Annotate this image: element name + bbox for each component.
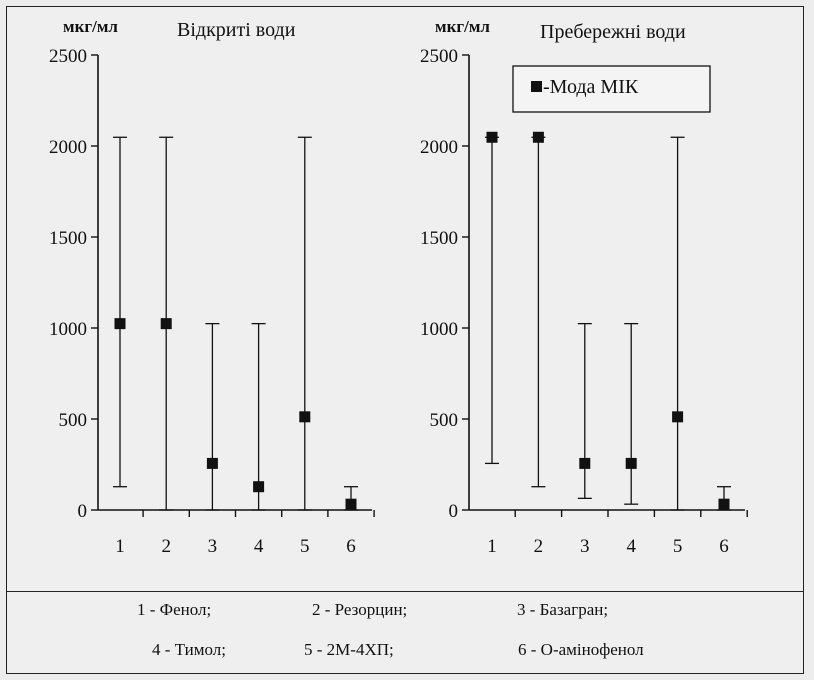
legend-item-5: 5 - 2М-4ХП; bbox=[304, 640, 394, 659]
legend-box bbox=[512, 65, 711, 113]
mode-marker bbox=[672, 411, 684, 423]
chart-title: Відкриті води bbox=[177, 19, 296, 41]
y-tick-label: 1500 bbox=[49, 228, 87, 249]
legend-item-6: 6 - О-амінофенол bbox=[518, 640, 644, 659]
mode-marker bbox=[486, 131, 498, 143]
chart-panel-1 bbox=[91, 54, 375, 517]
y-tick-label: 2500 bbox=[420, 46, 458, 67]
y-tick-label: 1500 bbox=[420, 228, 458, 249]
y-tick-label: 0 bbox=[449, 501, 459, 522]
chart-panel-2 bbox=[462, 54, 748, 517]
chart-title: Пребережні води bbox=[540, 21, 686, 43]
y-tick-label: 1000 bbox=[420, 319, 458, 340]
mode-marker bbox=[718, 498, 730, 510]
mode-marker bbox=[160, 318, 172, 330]
mode-marker bbox=[253, 481, 265, 493]
legend-divider bbox=[6, 591, 804, 592]
mode-marker bbox=[532, 131, 544, 143]
legend-item-4: 4 - Тимол; bbox=[152, 640, 226, 659]
mode-marker bbox=[625, 457, 637, 469]
y-tick-label: 500 bbox=[59, 410, 88, 431]
y-unit-label: мкг/мл bbox=[63, 17, 118, 36]
x-tick-label: 5 bbox=[673, 536, 683, 557]
legend-label: -Мода МІК bbox=[543, 76, 639, 98]
y-tick-label: 1000 bbox=[49, 319, 87, 340]
x-tick-label: 3 bbox=[580, 536, 590, 557]
mode-marker bbox=[345, 498, 357, 510]
chart-legend: -Мода МІК bbox=[512, 65, 711, 113]
x-tick-label: 3 bbox=[208, 536, 218, 557]
legend-marker bbox=[531, 81, 542, 92]
x-tick-label: 4 bbox=[254, 536, 264, 557]
mode-marker bbox=[114, 318, 126, 330]
legend-item-2: 2 - Резорцин; bbox=[312, 600, 408, 619]
x-tick-label: 6 bbox=[346, 536, 356, 557]
mode-marker bbox=[299, 411, 311, 423]
x-tick-label: 2 bbox=[161, 536, 171, 557]
x-tick-label: 5 bbox=[300, 536, 310, 557]
figure-frame bbox=[6, 6, 804, 674]
x-tick-label: 2 bbox=[534, 536, 544, 557]
x-tick-label: 4 bbox=[626, 536, 636, 557]
x-tick-label: 1 bbox=[115, 536, 125, 557]
legend-item-1: 1 - Фенол; bbox=[137, 600, 212, 619]
mode-marker bbox=[206, 457, 218, 469]
x-tick-label: 6 bbox=[719, 536, 729, 557]
x-tick-label: 1 bbox=[487, 536, 497, 557]
compound-legend: 1 - Фенол; 2 - Резорцин; 3 - Базагран; 4… bbox=[6, 592, 804, 674]
y-tick-label: 2000 bbox=[49, 137, 87, 158]
legend-item-3: 3 - Базагран; bbox=[517, 600, 609, 619]
y-tick-label: 0 bbox=[78, 501, 88, 522]
y-tick-label: 2500 bbox=[49, 46, 87, 67]
y-tick-label: 500 bbox=[430, 410, 459, 431]
charts-svg: мкг/мл Відкриті води050010001500200025001… bbox=[49, 17, 748, 557]
y-unit-label: мкг/мл bbox=[435, 17, 490, 36]
y-tick-label: 2000 bbox=[420, 137, 458, 158]
mode-marker bbox=[579, 457, 591, 469]
